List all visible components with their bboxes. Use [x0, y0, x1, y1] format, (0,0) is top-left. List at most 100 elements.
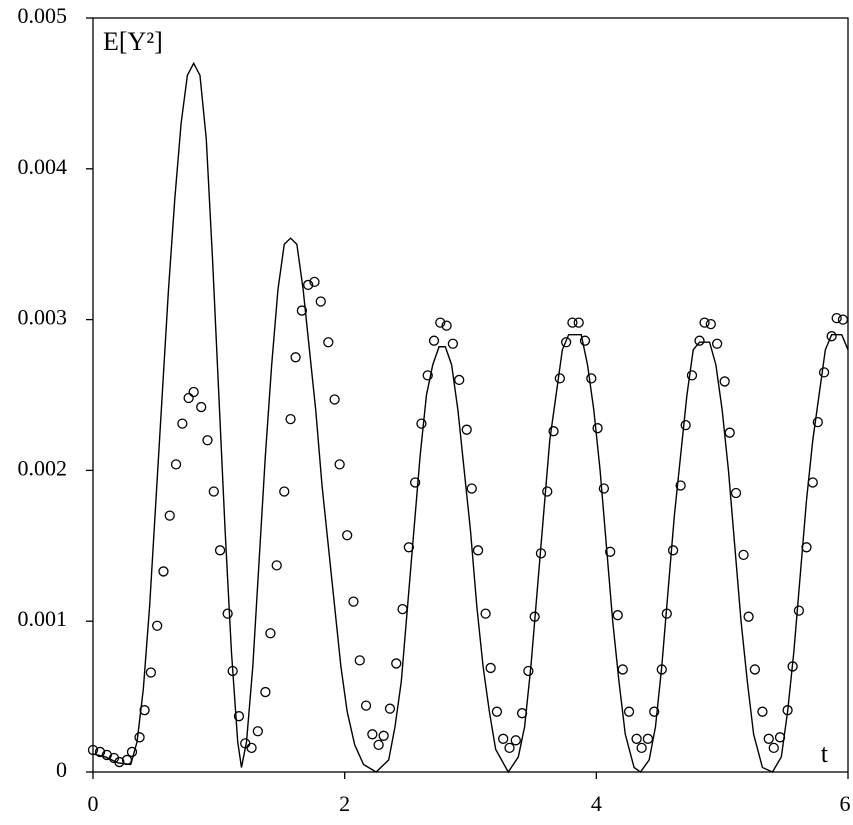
point: [529, 611, 540, 622]
point: [214, 545, 226, 556]
point: [323, 337, 334, 348]
point: [617, 664, 628, 675]
point: [623, 706, 635, 717]
point: [183, 392, 194, 404]
point: [329, 394, 340, 405]
point: [391, 658, 402, 669]
point: [196, 401, 207, 413]
point: [158, 566, 169, 577]
point: [605, 546, 616, 557]
point: [837, 314, 849, 325]
point: [134, 732, 145, 743]
point: [139, 705, 150, 716]
point: [694, 335, 705, 346]
point: [491, 706, 503, 717]
y-tick-label: 0: [56, 757, 67, 782]
point: [373, 739, 384, 751]
point: [699, 317, 710, 328]
point: [612, 610, 623, 621]
point: [170, 459, 182, 470]
point: [466, 483, 477, 494]
y-tick-label: 0.002: [18, 455, 68, 480]
point: [504, 742, 515, 754]
point: [360, 700, 372, 711]
point: [812, 416, 823, 428]
point: [667, 545, 679, 556]
point: [636, 742, 647, 754]
point: [743, 611, 754, 622]
point: [441, 320, 452, 331]
point: [252, 726, 263, 737]
point: [661, 608, 672, 619]
point: [409, 477, 421, 488]
point: [403, 542, 414, 553]
point: [548, 426, 559, 437]
point: [265, 628, 276, 639]
point: [554, 373, 565, 384]
point: [656, 664, 667, 675]
point: [348, 596, 359, 607]
point: [516, 708, 528, 719]
point: [416, 418, 427, 429]
point: [598, 483, 610, 494]
point: [719, 376, 730, 387]
point: [422, 370, 433, 381]
point: [208, 486, 219, 497]
point: [428, 335, 440, 346]
point: [290, 352, 301, 363]
point: [447, 338, 459, 349]
point: [222, 608, 233, 619]
point: [227, 665, 238, 677]
point: [831, 312, 842, 324]
point: [649, 706, 660, 717]
point: [145, 667, 157, 678]
point: [285, 413, 296, 425]
point: [498, 733, 509, 744]
point: [768, 742, 779, 754]
x-tick-label: 6: [840, 791, 851, 816]
point: [121, 754, 133, 766]
x-tick-label: 0: [88, 791, 99, 816]
point: [560, 337, 572, 348]
point: [730, 487, 742, 499]
point: [535, 548, 547, 559]
point: [303, 279, 314, 291]
point: [114, 756, 125, 768]
point: [367, 729, 378, 740]
point: [334, 459, 345, 470]
point: [757, 706, 768, 717]
point: [94, 746, 106, 758]
point: [472, 545, 484, 556]
point: [675, 480, 686, 491]
point: [296, 305, 308, 316]
y-tick-label: 0.001: [18, 606, 68, 631]
point: [523, 665, 534, 677]
point: [705, 318, 716, 330]
point: [782, 705, 793, 716]
point: [510, 735, 521, 746]
point: [152, 620, 163, 631]
point: [818, 367, 830, 378]
x-tick-label: 4: [591, 791, 602, 816]
point: [384, 703, 396, 714]
point: [461, 424, 472, 435]
point: [279, 486, 290, 497]
point: [793, 605, 805, 616]
point: [763, 733, 774, 744]
point: [724, 427, 735, 438]
point: [246, 742, 257, 754]
point: [202, 435, 213, 446]
point: [177, 418, 188, 429]
point: [233, 711, 245, 722]
point: [87, 744, 99, 756]
point: [711, 338, 723, 349]
point: [271, 560, 282, 571]
point: [101, 749, 112, 761]
point: [315, 296, 326, 307]
point: [542, 486, 553, 497]
point: [579, 335, 591, 346]
point: [749, 664, 761, 675]
y-tick-label: 0.004: [18, 154, 68, 179]
point: [309, 276, 320, 288]
